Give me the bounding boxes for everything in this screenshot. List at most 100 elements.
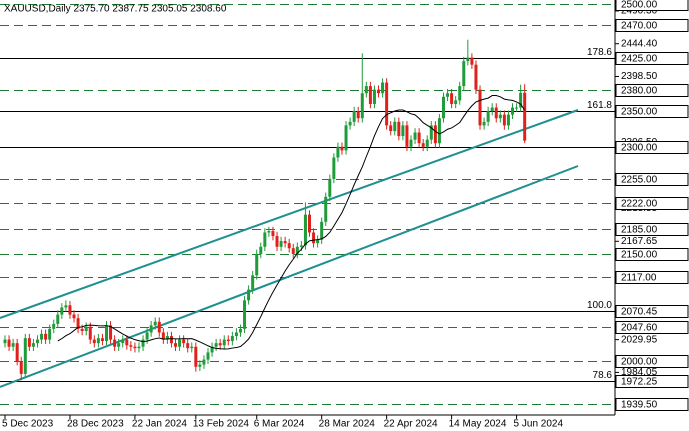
candle-body — [450, 93, 454, 104]
candle-body — [271, 231, 275, 237]
candle-body — [190, 346, 194, 349]
candle-body — [515, 107, 519, 109]
candle-body — [283, 241, 287, 244]
candle-body — [360, 93, 364, 119]
level-label-box — [615, 375, 689, 388]
levels: 178.6 161.8 100.0 78.6 — [0, 4, 615, 405]
level-label-box — [615, 321, 689, 334]
candle-body — [161, 332, 165, 340]
candle-body — [88, 326, 92, 340]
candle-body — [397, 121, 401, 137]
candle-body — [523, 92, 527, 141]
candle-body — [186, 343, 190, 349]
channel-line — [0, 109, 579, 319]
level-label-box — [615, 355, 689, 368]
candle-body — [35, 339, 39, 344]
candle-body — [506, 114, 510, 126]
candle-body — [105, 325, 108, 342]
candle-body — [247, 289, 251, 301]
candle-body — [194, 346, 198, 367]
level-label: 2425.00 — [621, 54, 658, 65]
y-tick-label: 2167.65 — [621, 236, 658, 247]
level-label: 2000.00 — [621, 357, 658, 368]
candle-body — [275, 236, 279, 247]
y-tick-label: 2398.50 — [621, 71, 658, 82]
candle-body — [44, 333, 48, 340]
candle-body — [454, 100, 458, 104]
candle-body — [303, 214, 307, 246]
candle-body — [389, 125, 393, 132]
candle-body — [308, 214, 311, 233]
candle-body — [364, 86, 368, 94]
candle-body — [76, 318, 80, 329]
candle-body — [466, 57, 470, 62]
candle-body — [433, 125, 437, 144]
candle-body — [462, 61, 466, 87]
candle-body — [421, 143, 425, 147]
candle-body — [446, 93, 450, 97]
candle-body — [165, 336, 169, 340]
candle-body — [352, 111, 356, 122]
candle-body — [202, 359, 206, 365]
candle-body — [153, 321, 157, 326]
candle-body — [56, 314, 60, 324]
level-label-box — [615, 52, 689, 65]
candle-body — [401, 125, 405, 137]
x-tick-label: 14 May 2024 — [449, 419, 507, 430]
candle-body — [238, 328, 242, 333]
candle-body — [149, 325, 153, 333]
candle-body — [519, 92, 523, 108]
candle-body — [340, 146, 344, 151]
level-label-box — [615, 197, 689, 210]
candle-body — [437, 118, 441, 144]
channel-line — [0, 165, 579, 388]
candle-body — [226, 339, 230, 342]
candle-body — [129, 345, 133, 347]
candle-body — [486, 111, 490, 122]
candle-body — [234, 332, 238, 337]
candle-body — [96, 338, 100, 344]
candle-body — [263, 232, 267, 247]
candle-body — [218, 343, 222, 346]
candle-body — [478, 89, 482, 126]
candle-body — [222, 339, 226, 346]
candle-body — [502, 114, 506, 126]
chart-title: XAUUSD,Daily 2375.70 2387.75 2305.05 230… — [4, 4, 227, 15]
candle-body — [328, 178, 332, 197]
candle-body — [381, 82, 385, 94]
candle-body — [470, 57, 474, 65]
level-label: 2150.00 — [621, 250, 658, 261]
candle-body — [198, 364, 202, 367]
candle-body — [178, 339, 182, 347]
level-label: 2117.00 — [621, 273, 657, 284]
level-label-box — [615, 141, 689, 154]
candle-body — [299, 245, 303, 247]
candle-body — [425, 139, 429, 147]
candle-body — [368, 86, 372, 104]
x-tick-label: 13 Feb 2024 — [193, 419, 250, 430]
candle-body — [182, 339, 186, 344]
candle-body — [100, 338, 104, 342]
level-label: 2185.00 — [621, 225, 658, 236]
x-tick-label: 5 Jun 2024 — [514, 419, 564, 430]
candle-body — [11, 343, 15, 347]
level-label: 2300.00 — [621, 143, 658, 154]
candle-body — [3, 339, 7, 344]
candle-body — [92, 339, 96, 344]
y-tick-label: 2029.95 — [621, 334, 658, 345]
candle-body — [206, 352, 210, 360]
candle-body — [255, 253, 259, 276]
candle-body — [68, 305, 72, 315]
candle-body — [494, 107, 498, 119]
candle-body — [344, 125, 348, 151]
candles — [3, 39, 527, 381]
candle-body — [320, 221, 324, 240]
level-label: 2070.45 — [621, 307, 658, 318]
y-tick-label: 2490.30 — [621, 6, 658, 17]
level-label: 2047.60 — [621, 323, 658, 334]
candle-body — [113, 339, 117, 347]
candle-body — [60, 307, 64, 315]
